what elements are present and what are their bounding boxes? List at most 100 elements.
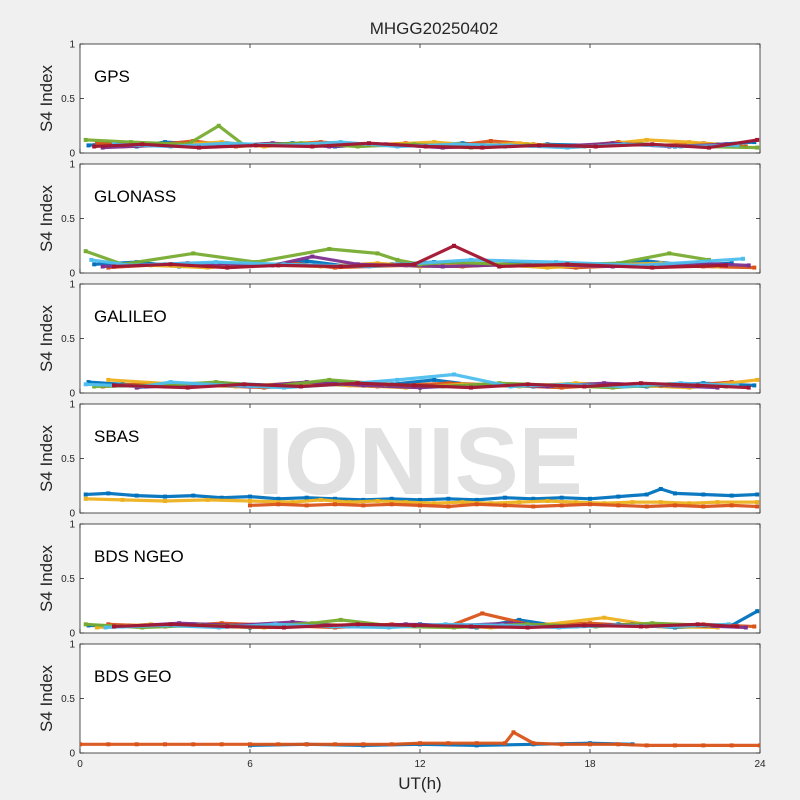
y-axis-label: S4 Index <box>37 64 56 132</box>
data-point <box>593 144 598 149</box>
data-point <box>361 383 366 388</box>
data-point <box>488 501 493 506</box>
data-point <box>168 380 173 385</box>
data-point <box>361 503 366 508</box>
data-point <box>327 377 332 382</box>
data-point <box>741 256 745 261</box>
data-point <box>622 384 626 389</box>
data-point <box>559 742 564 747</box>
y-tick-label: 0 <box>69 389 75 400</box>
data-point <box>755 609 760 614</box>
data-point <box>480 611 485 616</box>
data-point <box>92 144 97 149</box>
y-tick-label: 0.5 <box>61 214 75 225</box>
data-point <box>134 742 139 747</box>
panels-group: 0 0.5 1 S4 Index GPS 0 0.5 1 S4 Index GLONASS 0 0.5… <box>37 40 761 760</box>
data-point <box>667 251 672 256</box>
data-point <box>446 741 451 746</box>
data-point <box>517 500 522 505</box>
data-point <box>755 500 760 505</box>
data-point <box>565 145 570 150</box>
data-point <box>219 742 224 747</box>
data-point <box>724 263 728 268</box>
series-band <box>84 497 759 505</box>
data-point <box>639 381 643 386</box>
data-point <box>375 251 380 256</box>
data-point <box>129 140 133 145</box>
data-point <box>588 502 592 507</box>
data-point <box>644 492 649 497</box>
data-point <box>423 144 428 149</box>
data-point <box>248 494 252 499</box>
data-point <box>248 742 252 747</box>
data-point <box>163 499 167 503</box>
data-point <box>106 377 111 382</box>
data-point <box>242 382 247 387</box>
data-point <box>588 496 592 501</box>
series-band <box>112 622 739 630</box>
y-tick-label: 1 <box>69 400 75 411</box>
series-0 <box>83 487 760 502</box>
data-point <box>112 624 116 629</box>
data-point <box>361 742 366 747</box>
data-point <box>95 141 99 146</box>
data-point <box>715 500 720 505</box>
data-point <box>355 262 360 267</box>
data-point <box>214 260 218 265</box>
watermark: IONISE <box>257 408 582 515</box>
data-point <box>225 141 230 146</box>
data-point <box>248 503 252 508</box>
data-point <box>367 141 371 146</box>
data-point <box>743 625 748 630</box>
y-axis-label: S4 Index <box>37 544 56 612</box>
data-point <box>474 497 479 502</box>
data-point <box>304 259 309 263</box>
data-point <box>554 260 558 265</box>
data-point <box>746 263 751 268</box>
data-point <box>83 496 88 501</box>
data-point <box>333 742 337 747</box>
data-point <box>752 624 757 629</box>
panel-label: GPS <box>94 67 130 86</box>
data-point <box>310 254 315 259</box>
data-point <box>588 621 592 626</box>
data-point <box>95 625 99 630</box>
data-point <box>582 623 587 628</box>
data-point <box>112 264 116 269</box>
data-point <box>729 493 734 498</box>
data-point <box>602 381 607 386</box>
data-point <box>86 143 91 148</box>
data-point <box>488 139 493 143</box>
data-point <box>687 140 692 145</box>
data-point <box>418 385 422 390</box>
data-point <box>658 487 663 491</box>
data-point <box>639 263 643 268</box>
data-point <box>299 384 303 389</box>
y-tick-label: 1 <box>69 40 75 51</box>
data-point <box>248 499 252 503</box>
data-point <box>588 742 592 747</box>
data-point <box>755 377 760 382</box>
data-point <box>726 622 731 627</box>
data-point <box>701 504 706 509</box>
data-point <box>225 265 230 270</box>
markers-group <box>83 487 760 509</box>
data-point <box>333 380 337 385</box>
data-point <box>559 503 564 508</box>
data-point <box>752 265 757 270</box>
data-point <box>610 141 615 146</box>
data-point <box>673 491 677 496</box>
data-point <box>755 504 760 509</box>
data-point <box>375 499 380 503</box>
data-point <box>389 496 394 501</box>
series-6 <box>92 137 760 150</box>
data-point <box>573 500 578 505</box>
y-tick-label: 1 <box>69 280 75 291</box>
data-point <box>460 500 465 505</box>
data-point <box>103 625 108 630</box>
data-point <box>446 381 451 386</box>
data-point <box>497 264 502 269</box>
data-point <box>304 742 309 747</box>
data-point <box>525 625 530 630</box>
